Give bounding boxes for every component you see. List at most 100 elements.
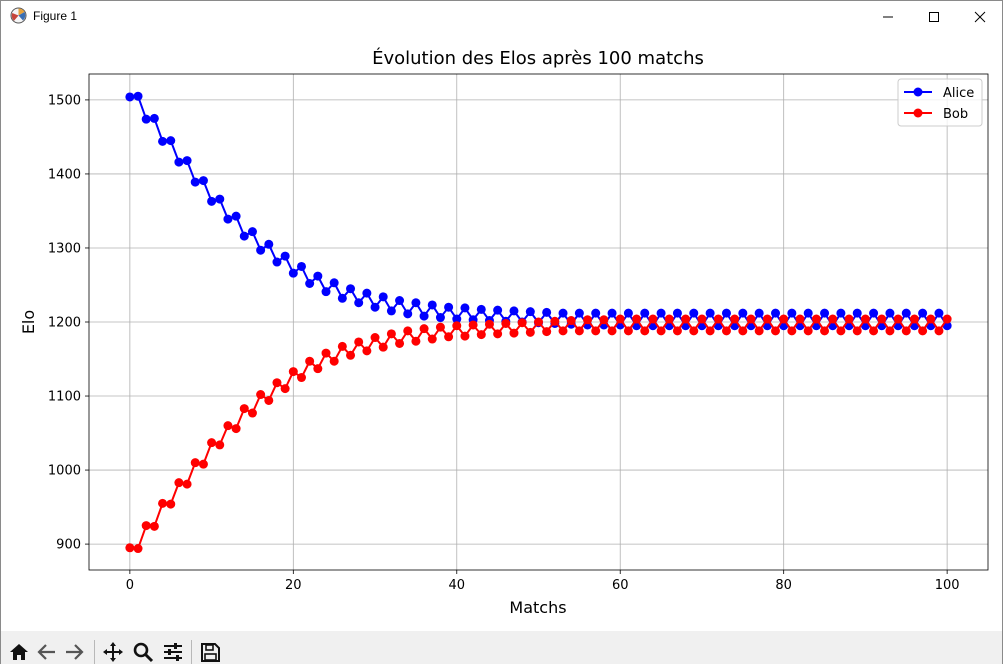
point-bob bbox=[411, 336, 421, 346]
point-bob bbox=[934, 326, 944, 336]
point-alice bbox=[411, 298, 421, 308]
point-bob bbox=[337, 341, 347, 351]
point-bob bbox=[795, 314, 805, 324]
point-bob bbox=[738, 326, 748, 336]
point-alice bbox=[296, 261, 306, 271]
point-bob bbox=[484, 319, 494, 329]
point-bob bbox=[787, 326, 797, 336]
point-alice bbox=[370, 302, 380, 312]
point-bob bbox=[313, 364, 323, 374]
toolbar-separator bbox=[94, 640, 95, 664]
point-bob bbox=[591, 326, 601, 336]
point-bob bbox=[452, 321, 462, 331]
point-bob bbox=[346, 350, 356, 360]
configure-subplots-button[interactable] bbox=[160, 639, 186, 665]
point-alice bbox=[403, 309, 413, 319]
point-bob bbox=[354, 337, 364, 347]
point-bob bbox=[566, 316, 576, 326]
close-button[interactable] bbox=[957, 1, 1003, 32]
point-bob bbox=[860, 314, 870, 324]
point-bob bbox=[198, 459, 208, 469]
point-bob bbox=[493, 329, 503, 339]
point-bob bbox=[501, 318, 511, 328]
point-bob bbox=[321, 348, 331, 358]
point-bob bbox=[869, 326, 879, 336]
line-alice bbox=[129, 95, 948, 327]
point-bob bbox=[836, 326, 846, 336]
y-tick-label: 1500 bbox=[48, 93, 81, 108]
point-alice bbox=[640, 308, 650, 318]
pan-button[interactable] bbox=[100, 639, 126, 665]
point-alice bbox=[354, 298, 364, 308]
back-button[interactable] bbox=[34, 639, 60, 665]
series-alice bbox=[125, 91, 952, 331]
point-bob bbox=[239, 404, 249, 414]
point-bob bbox=[746, 314, 756, 324]
y-tick-label: 900 bbox=[56, 538, 81, 553]
point-bob bbox=[125, 543, 135, 553]
point-alice bbox=[836, 308, 846, 318]
point-bob bbox=[640, 326, 650, 336]
toolbar-separator bbox=[191, 640, 192, 664]
point-alice bbox=[207, 196, 217, 206]
point-alice bbox=[419, 311, 429, 321]
point-alice bbox=[509, 306, 519, 316]
point-alice bbox=[689, 308, 699, 318]
point-alice bbox=[223, 214, 233, 224]
point-alice bbox=[190, 177, 200, 187]
point-alice bbox=[452, 314, 462, 324]
figure-canvas[interactable]: Évolution des Elos après 100 matchs 0 20 4… bbox=[1, 32, 1002, 631]
x-tick-label: 100 bbox=[935, 578, 960, 593]
save-icon bbox=[201, 643, 220, 662]
point-bob bbox=[762, 314, 772, 324]
forward-button[interactable] bbox=[61, 639, 87, 665]
point-bob bbox=[378, 342, 388, 352]
point-alice bbox=[672, 308, 682, 318]
point-bob bbox=[370, 333, 380, 343]
y-tick-label: 1400 bbox=[48, 167, 81, 182]
point-bob bbox=[272, 378, 282, 388]
point-bob bbox=[942, 314, 952, 324]
point-bob bbox=[926, 314, 936, 324]
point-bob bbox=[231, 424, 241, 434]
maximize-button[interactable] bbox=[911, 1, 957, 32]
title-bar[interactable]: Figure 1 bbox=[1, 1, 1002, 32]
point-bob bbox=[166, 499, 176, 509]
point-alice bbox=[591, 308, 601, 318]
point-bob bbox=[844, 314, 854, 324]
point-bob bbox=[395, 338, 405, 348]
y-tick-label: 1200 bbox=[48, 316, 81, 331]
point-alice bbox=[493, 305, 503, 315]
point-alice bbox=[901, 308, 911, 318]
close-icon bbox=[974, 11, 986, 22]
point-bob bbox=[247, 408, 257, 418]
point-alice bbox=[158, 136, 168, 146]
pan-icon bbox=[103, 642, 123, 662]
point-bob bbox=[534, 317, 543, 327]
minimize-icon bbox=[883, 16, 893, 17]
line-bob bbox=[129, 318, 948, 550]
point-alice bbox=[525, 307, 535, 317]
point-alice bbox=[166, 136, 176, 146]
point-bob bbox=[811, 314, 821, 324]
legend-label-bob: Bob bbox=[943, 107, 968, 122]
minimize-button[interactable] bbox=[865, 1, 911, 32]
point-alice bbox=[869, 308, 879, 318]
home-button[interactable] bbox=[6, 639, 32, 665]
legend-label-alice: Alice bbox=[943, 86, 974, 101]
point-bob bbox=[648, 314, 658, 324]
point-alice bbox=[321, 287, 331, 297]
point-bob bbox=[672, 326, 682, 336]
x-tick-label: 60 bbox=[612, 578, 629, 593]
point-alice bbox=[280, 251, 290, 261]
point-bob bbox=[803, 326, 813, 336]
point-alice bbox=[313, 271, 323, 281]
point-alice bbox=[264, 239, 274, 249]
point-bob bbox=[256, 390, 266, 400]
point-alice bbox=[231, 211, 241, 221]
point-alice bbox=[247, 227, 257, 237]
save-button[interactable] bbox=[197, 639, 223, 665]
point-bob bbox=[656, 326, 666, 336]
zoom-button[interactable] bbox=[130, 639, 156, 665]
x-tick-label: 0 bbox=[126, 578, 134, 593]
